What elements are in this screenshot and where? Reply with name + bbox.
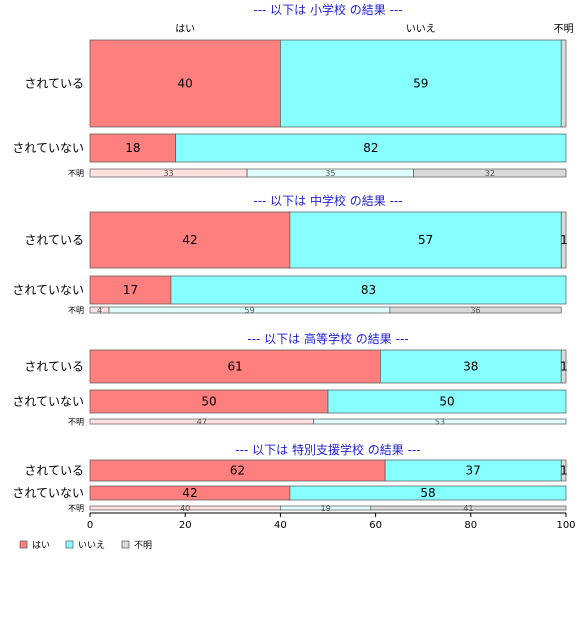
bar-value-label-p4-r1-s2: 37	[466, 464, 481, 478]
bar-segment-p2-r1-s1	[89, 211, 291, 269]
row-label-p2-r3: 不明	[68, 306, 84, 315]
bar-value-label-p3-r1-s2: 38	[463, 360, 478, 374]
bar-segment-p3-r3-s2	[313, 418, 567, 425]
legend-swatch-2	[65, 540, 74, 549]
x-tick-label-1: 0	[87, 520, 93, 531]
bar-value-label-p1-r2-s1: 18	[125, 141, 140, 155]
category-header-3: 不明	[554, 23, 574, 35]
bar-value-label-p4-r2-s1: 42	[182, 486, 197, 500]
x-tick-label-6: 100	[556, 520, 575, 531]
bar-segment-p4-r2-s2	[289, 485, 567, 501]
row-label-p2-r1: されている	[24, 233, 84, 247]
panel-title-1: --- 以下は 小学校 の結果 ---	[253, 2, 402, 17]
row-label-p4-r2: されていない	[12, 486, 84, 500]
bar-value-label-p2-r1-s1: 42	[182, 233, 197, 247]
panel-title-4: --- 以下は 特別支援学校 の結果 ---	[235, 442, 420, 457]
bar-value-label-p4-r1-s1: 62	[230, 464, 245, 478]
row-label-p1-r3: 不明	[68, 169, 84, 178]
legend-swatch-3	[121, 540, 130, 549]
bar-value-label-p2-r2-s1: 17	[123, 283, 138, 297]
bar-value-label-p3-r1-s1: 61	[228, 360, 243, 374]
bar-value-label-p2-r1-s3: 1	[560, 233, 568, 247]
bar-value-label-p2-r3-s1: 4	[97, 306, 102, 315]
row-label-p1-r2: されていない	[12, 141, 84, 155]
bar-value-label-p4-r2-s2: 58	[420, 486, 435, 500]
bar-segment-p3-r1-s2	[380, 349, 562, 384]
bar-value-label-p4-r3-s3: 41	[463, 504, 473, 513]
bar-segment-p3-r1-s3	[560, 349, 567, 384]
bar-segment-p4-r3-s3	[370, 505, 567, 511]
x-tick-label-4: 60	[369, 520, 382, 531]
bar-segment-p2-r2-s2	[170, 275, 567, 305]
bar-value-label-p3-r2-s2: 50	[439, 395, 454, 409]
bar-segment-p4-r1-s3	[560, 459, 567, 482]
bar-value-label-p2-r3-s3: 36	[470, 306, 480, 315]
bar-value-label-p3-r2-s1: 50	[201, 395, 216, 409]
x-tick-label-5: 80	[464, 520, 477, 531]
row-label-p2-r2: されていない	[12, 283, 84, 297]
panel-title-3: --- 以下は 高等学校 の結果 ---	[247, 331, 408, 346]
bar-value-label-p3-r3-s1: 47	[197, 418, 207, 427]
legend-swatch-1	[19, 540, 28, 549]
bar-segment-p2-r2-s1	[89, 275, 172, 305]
bar-value-label-p4-r3-s2: 19	[321, 504, 331, 513]
x-tick-label-2: 20	[179, 520, 192, 531]
bar-value-label-p1-r2-s2: 82	[363, 141, 378, 155]
bar-value-label-p2-r1-s2: 57	[418, 233, 433, 247]
bar-value-label-p4-r1-s3: 1	[560, 464, 568, 478]
bar-segment-p3-r1-s1	[89, 349, 381, 384]
panel-title-2: --- 以下は 中学校 の結果 ---	[253, 193, 402, 208]
row-label-p3-r1: されている	[24, 360, 84, 374]
bar-value-label-p3-r1-s3: 1	[560, 360, 568, 374]
bar-segment-p1-r3-s3	[413, 168, 567, 178]
legend-label-3: 不明	[134, 540, 152, 551]
bar-value-label-p1-r3-s2: 35	[325, 169, 335, 178]
bar-value-label-p2-r2-s2: 83	[361, 283, 376, 297]
bar-segment-p2-r1-s2	[289, 211, 562, 269]
row-label-p4-r1: されている	[24, 464, 84, 478]
bar-segment-p1-r1-s2	[280, 39, 562, 128]
bar-segment-p1-r2-s2	[175, 133, 567, 163]
legend-label-1: はい	[32, 540, 50, 551]
bar-value-label-p3-r3-s2: 53	[435, 418, 445, 427]
bar-value-label-p4-r3-s1: 40	[180, 504, 190, 513]
category-header-2: いいえ	[406, 23, 436, 35]
row-label-p1-r1: されている	[24, 77, 84, 91]
x-tick-label-3: 40	[274, 520, 287, 531]
row-label-p4-r3: 不明	[68, 504, 84, 513]
bar-value-label-p1-r1-s2: 59	[413, 77, 428, 91]
bar-segment-p1-r1-s1	[89, 39, 281, 128]
bar-value-label-p1-r3-s3: 32	[485, 169, 495, 178]
bar-segment-p3-r2-s2	[327, 389, 567, 414]
bar-value-label-p2-r3-s2: 59	[244, 306, 254, 315]
bar-value-label-p1-r3-s1: 33	[163, 169, 173, 178]
bar-segment-p1-r2-s1	[89, 133, 177, 163]
bar-value-label-p1-r1-s1: 40	[178, 77, 193, 91]
legend-label-2: いいえ	[78, 540, 105, 551]
bar-segment-p1-r1-s3	[560, 39, 567, 128]
row-label-p3-r2: されていない	[12, 395, 84, 409]
category-header-1: はい	[175, 23, 195, 35]
bar-segment-p2-r1-s3	[560, 211, 567, 269]
row-label-p3-r3: 不明	[68, 418, 84, 427]
bar-segment-p2-r3-s3	[389, 306, 562, 314]
